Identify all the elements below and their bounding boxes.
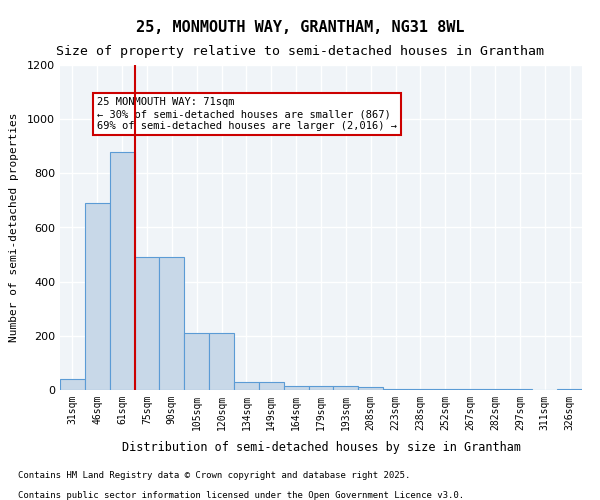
Text: Contains HM Land Registry data © Crown copyright and database right 2025.: Contains HM Land Registry data © Crown c… (18, 471, 410, 480)
Text: Contains public sector information licensed under the Open Government Licence v3: Contains public sector information licen… (18, 491, 464, 500)
Bar (85, 203, 110, 390)
Bar (284, 386, 308, 390)
Bar (334, 386, 358, 390)
Bar (110, 152, 134, 390)
Text: Size of property relative to semi-detached houses in Grantham: Size of property relative to semi-detach… (56, 45, 544, 58)
Bar (433, 388, 458, 390)
Bar (383, 388, 408, 390)
Bar (184, 333, 209, 390)
Bar (308, 386, 334, 390)
Text: 25, MONMOUTH WAY, GRANTHAM, NG31 8WL: 25, MONMOUTH WAY, GRANTHAM, NG31 8WL (136, 20, 464, 35)
Bar (259, 382, 284, 390)
Bar (209, 333, 234, 390)
Bar (160, 258, 184, 390)
Text: 25 MONMOUTH WAY: 71sqm
← 30% of semi-detached houses are smaller (867)
69% of se: 25 MONMOUTH WAY: 71sqm ← 30% of semi-det… (97, 98, 397, 130)
Bar (60, 379, 85, 390)
Bar (234, 382, 259, 390)
Y-axis label: Number of semi-detached properties: Number of semi-detached properties (8, 113, 19, 342)
X-axis label: Distribution of semi-detached houses by size in Grantham: Distribution of semi-detached houses by … (121, 441, 521, 454)
Bar (408, 388, 433, 390)
Bar (358, 388, 383, 390)
Bar (134, 258, 160, 390)
Bar (458, 389, 482, 390)
